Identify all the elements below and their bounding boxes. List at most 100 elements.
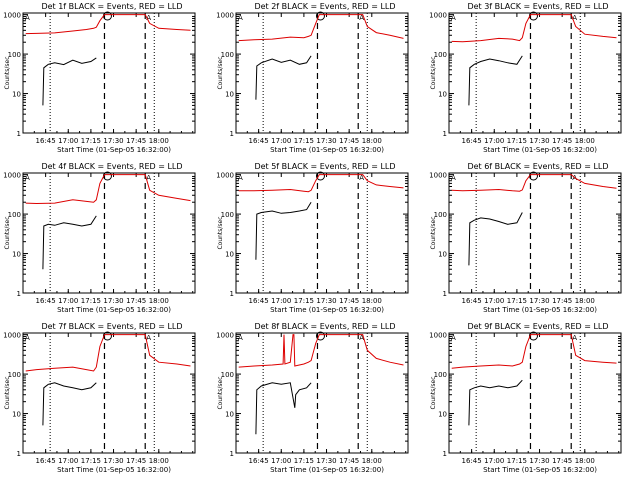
x-axis-label: Start Time (01-Sep-05 16:32:00) — [270, 146, 384, 154]
x-tick-label: 16:45 — [249, 137, 269, 145]
x-tick-label: 17:45 — [552, 297, 572, 305]
series-line-events — [255, 201, 312, 260]
attenuator-mark-left: A — [451, 174, 456, 182]
series-line-events — [42, 382, 97, 426]
series-line-lld — [238, 174, 404, 193]
x-tick-label: 17:00 — [271, 297, 291, 305]
x-tick-label: 17:45 — [126, 457, 146, 465]
circle-mark — [315, 11, 325, 21]
chart-panel-8: Det 8f BLACK = Events, RED = LLD 1 10 100 10… — [216, 322, 409, 474]
x-tick-label: 18:00 — [149, 297, 169, 305]
x-tick-label: 17:45 — [552, 457, 572, 465]
plot-frame — [235, 332, 409, 454]
x-tick-label: 17:45 — [339, 457, 359, 465]
attenuator-mark-right: A — [146, 334, 151, 342]
x-axis-label: Start Time (01-Sep-05 16:32:00) — [57, 306, 171, 314]
plot-frame — [448, 332, 622, 454]
y-axis-label: Counts/sec — [4, 216, 11, 249]
y-axis-label: Counts/sec — [217, 376, 224, 409]
series-line-lld — [25, 174, 191, 205]
x-axis-label: Start Time (01-Sep-05 16:32:00) — [483, 466, 597, 474]
x-tick-label: 17:30 — [529, 297, 549, 305]
attenuator-mark-right: A — [572, 14, 577, 22]
y-tick-label: 1 — [443, 290, 447, 298]
x-tick-label: 17:45 — [126, 297, 146, 305]
y-tick-label: 1000 — [429, 12, 447, 20]
chart-panel-5: Det 5f BLACK = Events, RED = LLD 1 10 100 10… — [216, 162, 409, 314]
chart-panel-3: Det 3f BLACK = Events, RED = LLD 1 10 100 10… — [429, 2, 622, 154]
attenuator-mark-left: A — [238, 14, 243, 22]
chart-panel-7: Det 7f BLACK = Events, RED = LLD 1 10 100 10… — [3, 322, 196, 474]
y-tick-label: 10 — [438, 91, 447, 99]
x-tick-label: 17:00 — [58, 137, 78, 145]
attenuator-mark-left: A — [25, 174, 30, 182]
x-tick-label: 17:00 — [484, 297, 504, 305]
y-tick-label: 1 — [443, 130, 447, 138]
x-axis-label: Start Time (01-Sep-05 16:32:00) — [57, 466, 171, 474]
attenuator-mark-right: A — [146, 174, 151, 182]
x-tick-label: 17:00 — [271, 137, 291, 145]
x-axis-label: Start Time (01-Sep-05 16:32:00) — [57, 146, 171, 154]
chart-panel-6: Det 6f BLACK = Events, RED = LLD 1 10 100 10… — [429, 162, 622, 314]
series-line-events — [255, 55, 312, 100]
x-tick-label: 17:15 — [81, 457, 101, 465]
x-tick-label: 16:45 — [249, 297, 269, 305]
attenuator-mark-right: A — [359, 334, 364, 342]
chart-panel-4: Det 4f BLACK = Events, RED = LLD 1 10 100 10… — [3, 162, 196, 314]
series-line-events — [468, 55, 523, 106]
y-axis-label: Counts/sec — [430, 56, 437, 89]
y-tick-label: 100 — [434, 51, 447, 59]
x-tick-label: 17:15 — [507, 457, 527, 465]
x-tick-label: 18:00 — [575, 457, 595, 465]
plot-frame — [448, 172, 622, 294]
attenuator-mark-left: A — [25, 334, 30, 342]
x-tick-label: 17:15 — [294, 457, 314, 465]
plot-frame — [22, 12, 196, 134]
y-tick-label: 1 — [230, 290, 234, 298]
y-tick-label: 100 — [8, 51, 21, 59]
plot-frame — [22, 172, 196, 294]
series-line-lld — [451, 174, 617, 192]
x-tick-label: 17:30 — [103, 137, 123, 145]
attenuator-mark-left: A — [238, 174, 243, 182]
x-tick-label: 17:15 — [294, 297, 314, 305]
chart-panel-1: Det 1f BLACK = Events, RED = LLD 1 10 100 10… — [3, 2, 196, 154]
y-tick-label: 100 — [221, 51, 234, 59]
attenuator-mark-left: A — [451, 14, 456, 22]
y-tick-label: 10 — [225, 411, 234, 419]
x-tick-label: 18:00 — [362, 137, 382, 145]
x-axis-label: Start Time (01-Sep-05 16:32:00) — [270, 306, 384, 314]
x-tick-label: 16:45 — [462, 137, 482, 145]
y-tick-label: 10 — [438, 251, 447, 259]
chart-panel-9: Det 9f BLACK = Events, RED = LLD 1 10 100 10… — [429, 322, 622, 474]
chart-title: Det 5f BLACK = Events, RED = LLD — [254, 162, 395, 171]
y-tick-label: 100 — [434, 211, 447, 219]
x-tick-label: 16:45 — [462, 457, 482, 465]
y-tick-label: 1 — [17, 290, 21, 298]
attenuator-mark-left: A — [451, 334, 456, 342]
y-axis-label: Counts/sec — [4, 376, 11, 409]
chart-title: Det 2f BLACK = Events, RED = LLD — [254, 2, 395, 11]
y-tick-label: 1000 — [216, 332, 234, 340]
y-axis-label: Counts/sec — [430, 216, 437, 249]
chart-panel-2: Det 2f BLACK = Events, RED = LLD 1 10 100 10… — [216, 2, 409, 154]
plot-frame — [235, 172, 409, 294]
y-tick-label: 1 — [230, 450, 234, 458]
x-axis-label: Start Time (01-Sep-05 16:32:00) — [483, 146, 597, 154]
y-tick-label: 10 — [225, 91, 234, 99]
x-tick-label: 18:00 — [575, 137, 595, 145]
x-tick-label: 17:15 — [81, 297, 101, 305]
attenuator-mark-right: A — [359, 14, 364, 22]
x-tick-label: 16:45 — [36, 137, 56, 145]
x-tick-label: 17:00 — [58, 457, 78, 465]
y-tick-label: 1 — [17, 450, 21, 458]
y-tick-label: 100 — [221, 371, 234, 379]
x-tick-label: 17:00 — [58, 297, 78, 305]
plot-frame — [22, 332, 196, 454]
x-tick-label: 16:45 — [249, 457, 269, 465]
x-tick-label: 18:00 — [362, 297, 382, 305]
y-tick-label: 1000 — [216, 12, 234, 20]
x-tick-label: 17:45 — [339, 137, 359, 145]
y-tick-label: 100 — [8, 211, 21, 219]
